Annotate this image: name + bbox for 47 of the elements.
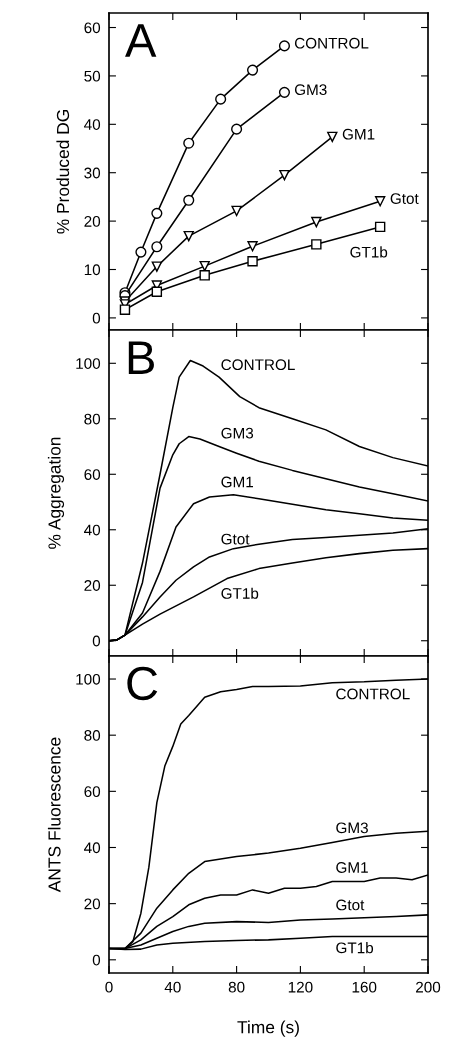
y-tick-label: 100 [76,358,101,369]
annotation: A [125,24,157,57]
y-axis-title: % Produced DG [56,110,70,234]
series-label: GM1 [336,862,368,873]
series-label: GM3 [221,427,254,439]
annotation: C [127,666,158,701]
series-label: GM1 [342,128,375,140]
x-tick-label: 120 [288,981,313,993]
y-tick-label: 50 [84,70,101,82]
series-label: CONTROL [221,359,295,371]
y-tick-label: 20 [84,580,101,591]
series-label: GM3 [294,84,327,96]
x-tick-label: 40 [164,981,181,993]
y-tick-label: 100 [76,673,101,685]
y-tick-label: 20 [84,898,101,910]
y-tick-label: 20 [84,215,101,227]
x-tick-label: 160 [352,981,377,993]
y-tick-label: 60 [84,469,101,480]
y-tick-label: 0 [92,312,101,324]
y-tick-label: 40 [84,524,101,536]
y-tick-label: 30 [84,167,101,179]
y-tick-label: 60 [84,22,101,34]
legend-label: CONTROL [336,688,410,700]
series-label: Gtot [390,193,419,204]
x-axis-title: Time (s) [237,1020,299,1037]
y-tick-label: 40 [84,119,101,130]
y-axis-title: % Aggregation [47,437,65,549]
y-axis-title: ANTS Fluorescence [47,737,61,893]
y-tick-label: 60 [84,786,101,798]
series-label: Gtot [221,533,250,545]
y-tick-label: 0 [92,954,101,966]
series-label: GM3 [336,822,368,834]
y-tick-label: 10 [84,264,101,276]
annotation: B [128,341,154,374]
series-label: GT1b [221,587,259,599]
series-label: GM1 [221,476,254,488]
legend-label: CONTROL [294,37,369,49]
y-tick-label: 40 [84,842,101,854]
x-tick-label: 0 [105,981,113,993]
series-label: GT1b [350,246,388,258]
x-tick-label: 200 [416,981,441,993]
y-tick-label: 80 [84,413,101,425]
y-tick-label: 0 [92,635,101,647]
series-label: Gtot [336,899,365,911]
y-tick-label: 80 [84,730,101,741]
x-tick-label: 80 [228,981,245,993]
series-label: GT1b [336,942,374,954]
